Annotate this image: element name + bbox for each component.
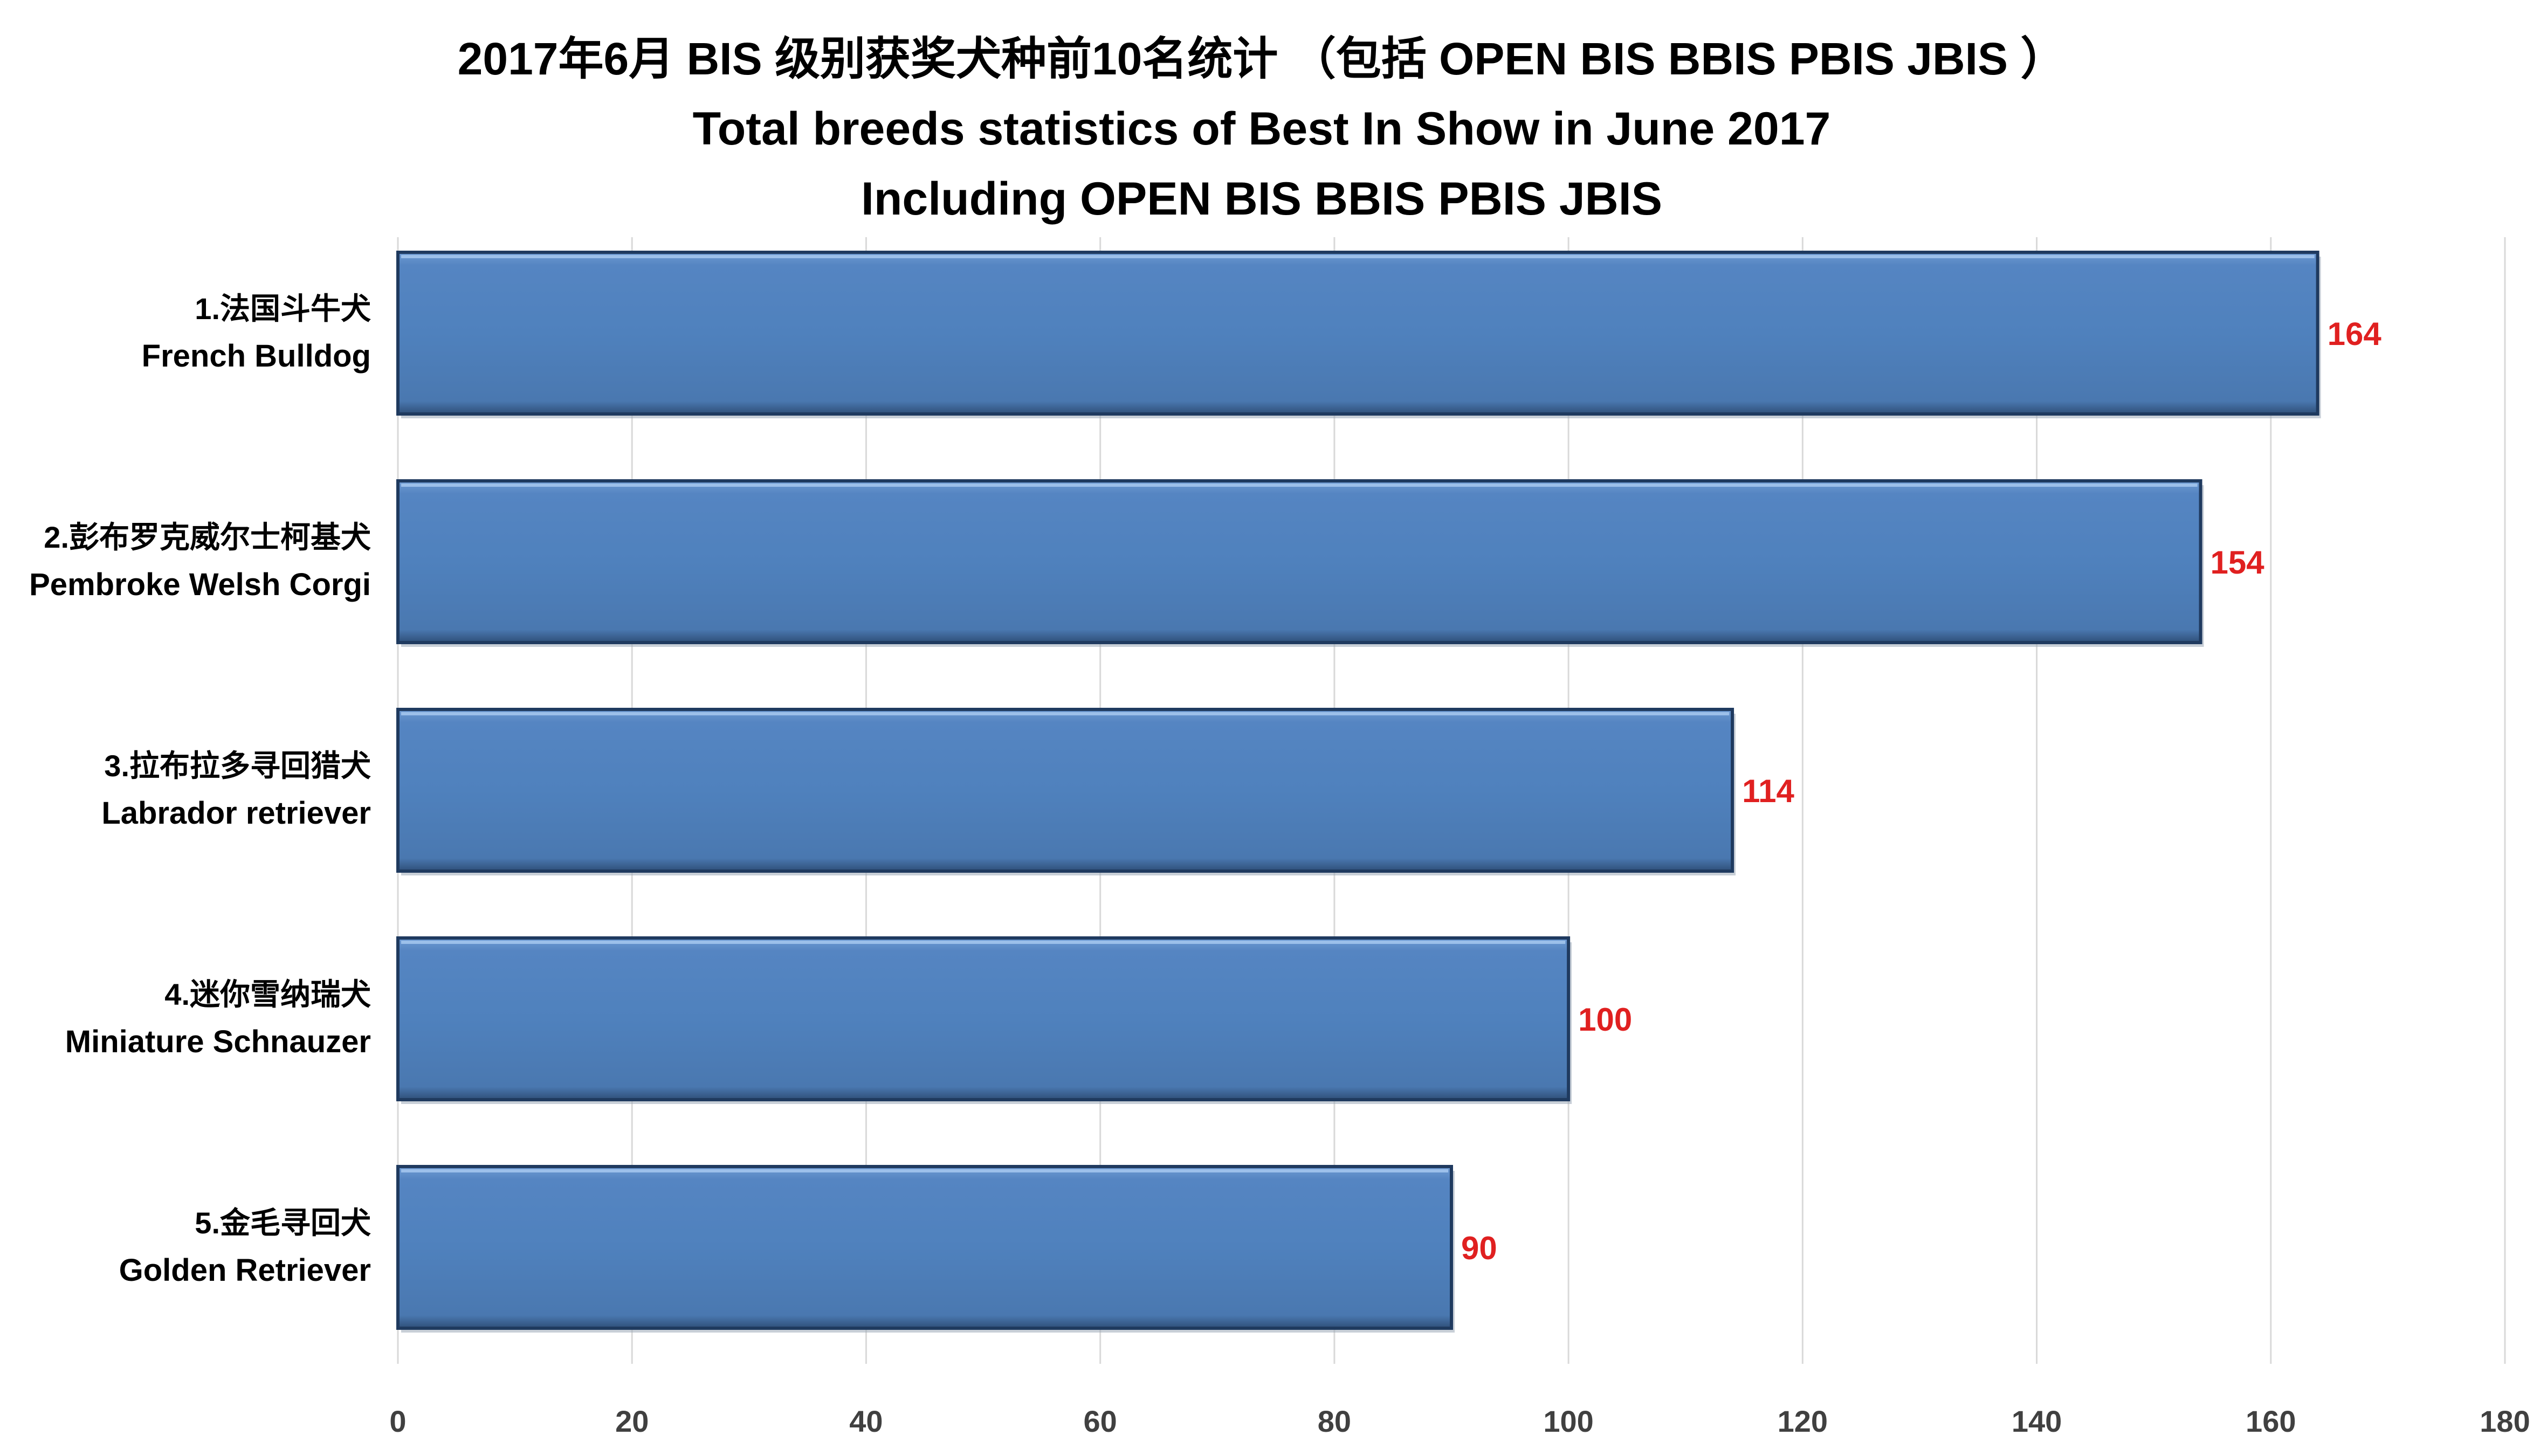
chart-subtitle-1: Total breeds statistics of Best In Show … bbox=[693, 103, 1831, 155]
x-tick-label: 0 bbox=[389, 1404, 406, 1438]
x-tick-label: 180 bbox=[2480, 1404, 2530, 1438]
category-label-en: Miniature Schnauzer bbox=[65, 1024, 371, 1059]
bar bbox=[396, 479, 2202, 644]
x-tick-label: 40 bbox=[849, 1404, 883, 1438]
data-label: 164 bbox=[2328, 316, 2382, 352]
x-tick-label: 100 bbox=[1543, 1404, 1593, 1438]
bar bbox=[396, 708, 1734, 873]
x-tick-label: 120 bbox=[1778, 1404, 1828, 1438]
chart-title: 2017年6月 BIS 级别获奖犬种前10名统计 （包括 OPEN BIS BB… bbox=[458, 33, 2066, 84]
category-label-en: Labrador retriever bbox=[101, 796, 371, 831]
category-label-en: French Bulldog bbox=[142, 339, 371, 374]
data-label: 154 bbox=[2211, 544, 2265, 581]
bar bbox=[396, 251, 2319, 416]
x-tick-label: 20 bbox=[615, 1404, 649, 1438]
data-label: 90 bbox=[1461, 1230, 1497, 1266]
category-label-en: Pembroke Welsh Corgi bbox=[29, 567, 371, 602]
x-tick-label: 60 bbox=[1084, 1404, 1117, 1438]
category-label-cn: 4.迷你雪纳瑞犬 bbox=[164, 977, 371, 1011]
chart-subtitle-2: Including OPEN BIS BBIS PBIS JBIS bbox=[861, 173, 1662, 225]
data-labels: 164 154 114 100 90 bbox=[1461, 316, 2381, 1266]
bar bbox=[396, 1165, 1453, 1330]
data-label: 100 bbox=[1578, 1002, 1632, 1038]
category-label-cn: 1.法国斗牛犬 bbox=[195, 292, 371, 326]
data-label: 114 bbox=[1742, 773, 1794, 809]
category-label-en: Golden Retriever bbox=[119, 1253, 371, 1288]
x-tick-label: 80 bbox=[1318, 1404, 1351, 1438]
x-axis-tick-labels: 0 20 40 60 80 100 120 140 160 180 bbox=[389, 1404, 2530, 1438]
bars bbox=[396, 251, 2321, 1333]
x-tick-label: 160 bbox=[2246, 1404, 2296, 1438]
category-label-cn: 5.金毛寻回犬 bbox=[195, 1206, 371, 1240]
category-label-cn: 2.彭布罗克威尔士柯基犬 bbox=[44, 520, 371, 554]
x-tick-label: 140 bbox=[2012, 1404, 2062, 1438]
category-label-cn: 3.拉布拉多寻回猎犬 bbox=[104, 749, 371, 783]
bar bbox=[396, 936, 1571, 1101]
category-labels: 1.法国斗牛犬 French Bulldog 2.彭布罗克威尔士柯基犬 Pembrok… bbox=[29, 292, 371, 1288]
